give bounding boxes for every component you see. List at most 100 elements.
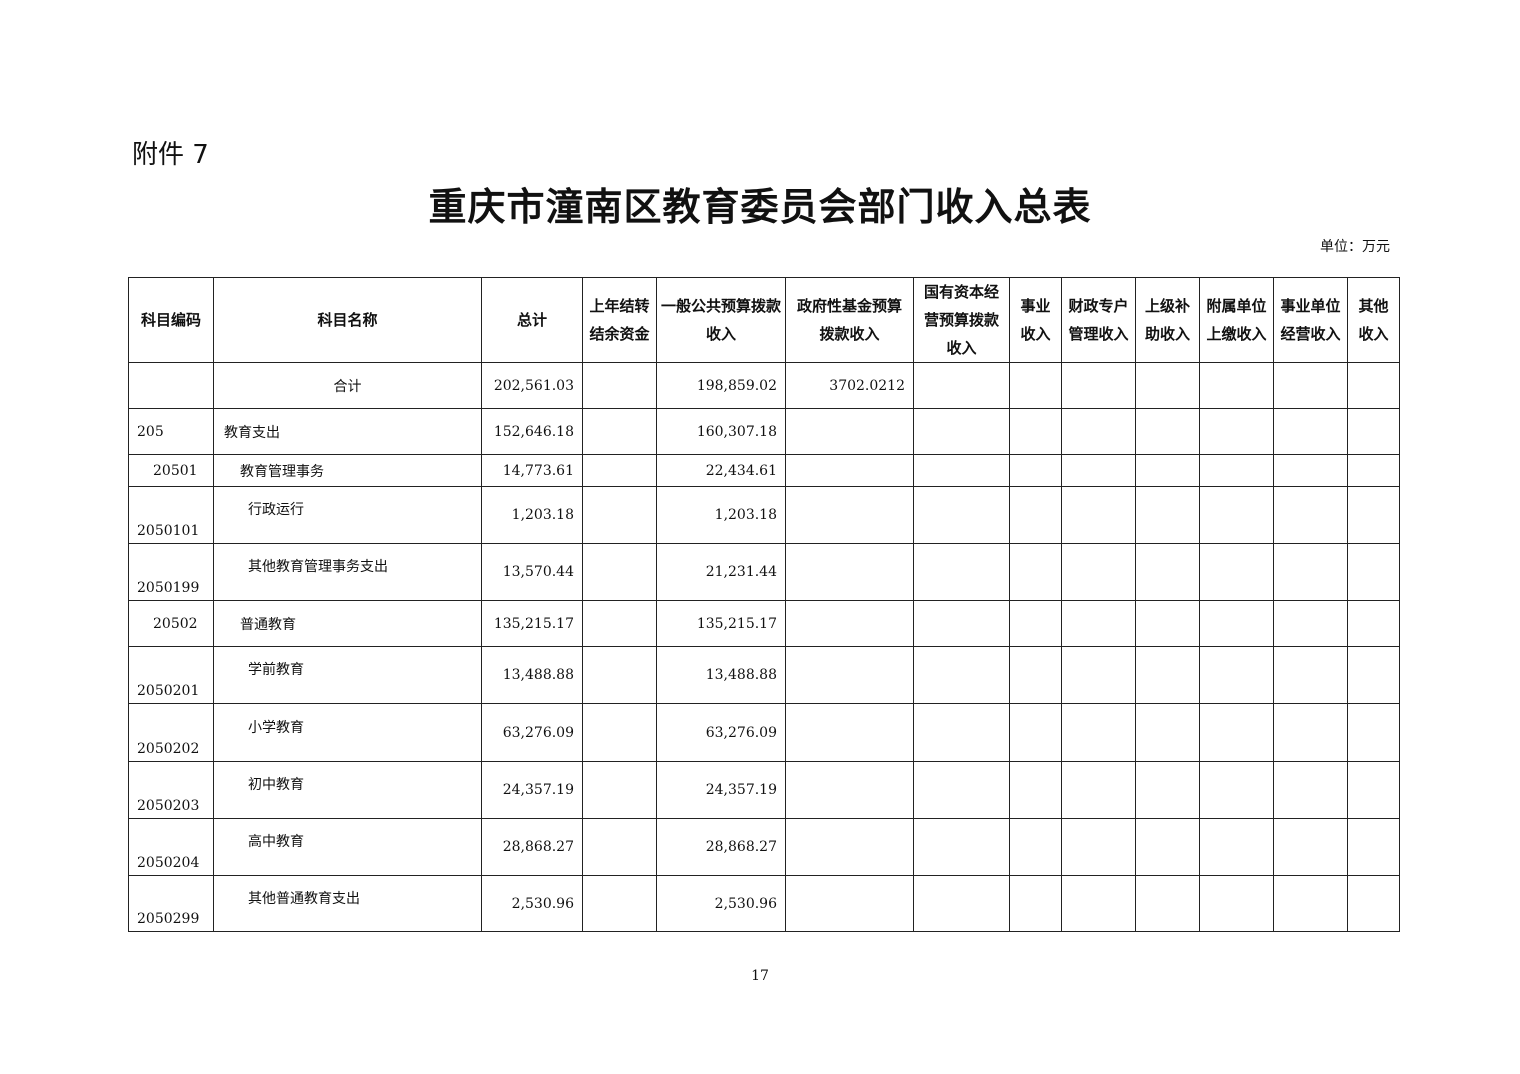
empty-cell (1009, 408, 1062, 455)
empty-cell (913, 761, 1010, 819)
empty-cell (913, 600, 1010, 647)
column-header: 科目编码 (128, 277, 214, 363)
total-cell: 1,203.18 (481, 486, 583, 544)
empty-cell (1199, 408, 1274, 455)
government-fund-cell (785, 875, 914, 932)
table-row: 2050199 其他教育管理事务支出 13,570.44 21,231.44 (128, 543, 1400, 601)
empty-cell (1199, 646, 1274, 704)
carryover-cell (582, 454, 657, 487)
subject-code-cell: 20501 (128, 454, 214, 487)
empty-cell (1199, 486, 1274, 544)
empty-cell (1347, 646, 1400, 704)
government-fund-cell (785, 761, 914, 819)
general-budget-cell: 28,868.27 (656, 818, 786, 876)
subject-code-cell (128, 362, 214, 409)
total-cell: 13,488.88 (481, 646, 583, 704)
table-row: 2050299 其他普通教育支出 2,530.96 2,530.96 (128, 875, 1400, 932)
empty-cell (913, 454, 1010, 487)
table-row: 20501 教育管理事务 14,773.61 22,434.61 (128, 454, 1400, 487)
carryover-cell (582, 818, 657, 876)
empty-cell (1061, 600, 1136, 647)
empty-cell (1061, 875, 1136, 932)
empty-cell (1347, 600, 1400, 647)
empty-cell (1135, 761, 1200, 819)
empty-cell (1009, 761, 1062, 819)
empty-cell (1273, 454, 1348, 487)
empty-cell (913, 408, 1010, 455)
government-fund-cell (785, 703, 914, 762)
subject-name: 教育支出 (224, 424, 280, 441)
subject-code-cell: 2050299 (128, 875, 214, 932)
empty-cell (1061, 761, 1136, 819)
general-budget-cell: 22,434.61 (656, 454, 786, 487)
carryover-cell (582, 362, 657, 409)
empty-cell (1347, 543, 1400, 601)
subject-name-cell: 教育支出 (213, 408, 482, 455)
empty-cell (1347, 761, 1400, 819)
general-budget-cell: 24,357.19 (656, 761, 786, 819)
carryover-cell (582, 408, 657, 455)
general-budget-cell: 13,488.88 (656, 646, 786, 704)
subject-code-cell: 2050203 (128, 761, 214, 819)
general-budget-cell: 63,276.09 (656, 703, 786, 762)
total-cell: 63,276.09 (481, 703, 583, 762)
column-header: 政府性基金预算拨款收入 (785, 277, 914, 363)
table-row: 合计 202,561.03 198,859.02 3702.0212 (128, 362, 1400, 409)
column-header: 总计 (481, 277, 583, 363)
empty-cell (1135, 875, 1200, 932)
empty-cell (1199, 761, 1274, 819)
empty-cell (1135, 600, 1200, 647)
attachment-label: 附件 7 (132, 140, 209, 170)
empty-cell (1199, 543, 1274, 601)
table-row: 2050201 学前教育 13,488.88 13,488.88 (128, 646, 1400, 704)
empty-cell (1347, 362, 1400, 409)
subject-name: 合计 (333, 378, 362, 395)
empty-cell (1273, 362, 1348, 409)
header-row: 科目编码 科目名称 总计 上年结转结余资金 一般公共预算拨款收入 政府性基金预算拨款收入国… (128, 277, 1400, 363)
empty-cell (1009, 600, 1062, 647)
general-budget-cell: 135,215.17 (656, 600, 786, 647)
total-cell: 2,530.96 (481, 875, 583, 932)
total-cell: 135,215.17 (481, 600, 583, 647)
empty-cell (1273, 761, 1348, 819)
subject-name-cell: 高中教育 (213, 818, 482, 876)
carryover-cell (582, 875, 657, 932)
subject-code-cell: 20502 (128, 600, 214, 647)
empty-cell (1347, 408, 1400, 455)
subject-code-cell: 205 (128, 408, 214, 455)
empty-cell (1199, 600, 1274, 647)
empty-cell (1009, 818, 1062, 876)
empty-cell (1061, 646, 1136, 704)
empty-cell (1135, 362, 1200, 409)
empty-cell (1009, 543, 1062, 601)
subject-name-cell: 行政运行 (213, 486, 482, 544)
government-fund-cell (785, 486, 914, 544)
empty-cell (1009, 454, 1062, 487)
government-fund-cell: 3702.0212 (785, 362, 914, 409)
table-row: 2050202 小学教育 63,276.09 63,276.09 (128, 703, 1400, 762)
column-header: 其他收入 (1347, 277, 1400, 363)
subject-name-cell: 初中教育 (213, 761, 482, 819)
subject-name-cell: 合计 (213, 362, 482, 409)
column-header: 事业收入 (1009, 277, 1062, 363)
empty-cell (1061, 454, 1136, 487)
empty-cell (913, 875, 1010, 932)
carryover-cell (582, 486, 657, 544)
empty-cell (1061, 486, 1136, 544)
government-fund-cell (785, 600, 914, 647)
column-header: 上年结转结余资金 (582, 277, 657, 363)
table-row: 20502 普通教育 135,215.17 135,215.17 (128, 600, 1400, 647)
empty-cell (1009, 703, 1062, 762)
column-header: 附属单位上缴收入 (1199, 277, 1274, 363)
empty-cell (1009, 362, 1062, 409)
empty-cell (1273, 703, 1348, 762)
general-budget-cell: 21,231.44 (656, 543, 786, 601)
subject-name: 初中教育 (248, 777, 304, 793)
subject-name: 其他教育管理事务支出 (248, 559, 388, 575)
column-header: 事业单位经营收入 (1273, 277, 1348, 363)
empty-cell (1199, 454, 1274, 487)
empty-cell (1273, 486, 1348, 544)
empty-cell (1347, 818, 1400, 876)
subject-code-cell: 2050199 (128, 543, 214, 601)
table-row: 2050101 行政运行 1,203.18 1,203.18 (128, 486, 1400, 544)
